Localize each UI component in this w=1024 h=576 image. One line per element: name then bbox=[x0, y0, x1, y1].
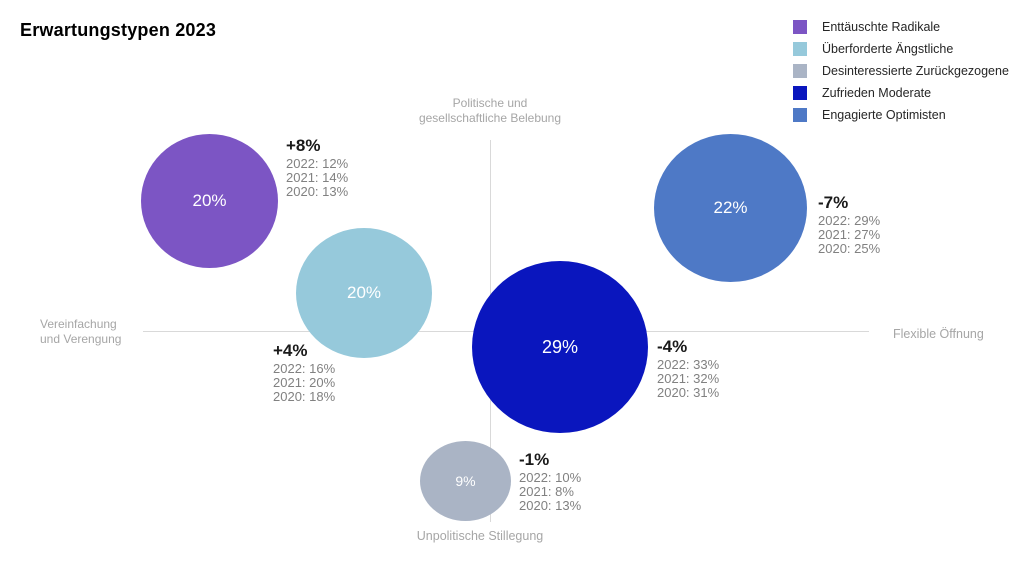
legend-swatch bbox=[793, 108, 807, 122]
legend-swatch bbox=[793, 42, 807, 56]
axis-label-left-line1: Vereinfachung bbox=[40, 317, 117, 331]
annotation-delta: +4% bbox=[273, 341, 308, 360]
annotation-history-line: 2021: 8% bbox=[519, 484, 574, 499]
annotation-ueberforderte-aengstliche: +4% 2022: 16% 2021: 20% 2020: 18% bbox=[273, 340, 335, 404]
annotation-engagierte-optimisten: -7% 2022: 29% 2021: 27% 2020: 25% bbox=[818, 192, 880, 256]
axis-label-top: Politische und gesellschaftliche Belebun… bbox=[390, 96, 590, 126]
annotation-history-line: 2020: 25% bbox=[818, 241, 881, 256]
legend-item-label: Desinteressierte Zurückgezogene bbox=[822, 64, 1009, 78]
bubble-enttaeuschte-radikale: 20% bbox=[141, 134, 278, 268]
legend-swatch bbox=[793, 86, 807, 100]
legend-item-zufrieden-moderate: Zufrieden Moderate bbox=[793, 82, 1015, 104]
annotation-history-line: 2020: 13% bbox=[519, 498, 582, 513]
annotation-history-line: 2020: 31% bbox=[657, 385, 720, 400]
axis-label-left-line2: und Verengung bbox=[40, 332, 122, 346]
legend-item-ueberforderte-aengstliche: Überforderte Ängstliche bbox=[793, 38, 1015, 60]
bubble-zufrieden-moderate: 29% bbox=[472, 261, 648, 433]
annotation-delta: +8% bbox=[286, 136, 321, 155]
bubble-value-label: 20% bbox=[192, 191, 227, 210]
legend-item-engagierte-optimisten: Engagierte Optimisten bbox=[793, 104, 1015, 126]
axis-label-right: Flexible Öffnung bbox=[893, 327, 984, 341]
axis-label-left: Vereinfachung und Verengung bbox=[40, 317, 160, 347]
legend-item-label: Zufrieden Moderate bbox=[822, 86, 932, 100]
axis-label-bottom: Unpolitische Stillegung bbox=[416, 529, 544, 543]
legend-swatch bbox=[793, 20, 807, 34]
annotation-history-line: 2021: 32% bbox=[657, 371, 720, 386]
bubble-value-label: 20% bbox=[346, 283, 382, 302]
annotation-history-line: 2020: 13% bbox=[286, 184, 349, 199]
annotation-delta: -1% bbox=[519, 450, 550, 469]
legend: Enttäuschte Radikale Überforderte Ängstl… bbox=[793, 16, 1015, 126]
legend-item-label: Enttäuschte Radikale bbox=[822, 20, 941, 34]
annotation-history-line: 2022: 10% bbox=[519, 470, 582, 485]
bubble-value-label: 22% bbox=[713, 198, 748, 217]
annotation-history-line: 2022: 29% bbox=[818, 213, 881, 228]
annotation-history-line: 2021: 20% bbox=[273, 375, 336, 390]
annotation-history-line: 2021: 27% bbox=[818, 227, 881, 242]
annotation-delta: -7% bbox=[818, 193, 849, 212]
legend-item-enttaeuschte-radikale: Enttäuschte Radikale bbox=[793, 16, 1015, 38]
axis-label-top-line1: Politische und bbox=[452, 96, 528, 110]
legend-item-label: Überforderte Ängstliche bbox=[822, 42, 954, 56]
legend-swatch bbox=[793, 64, 807, 78]
annotation-enttaeuschte-radikale: +8% 2022: 12% 2021: 14% 2020: 13% bbox=[286, 135, 348, 199]
bubble-engagierte-optimisten: 22% bbox=[654, 134, 807, 282]
annotation-zufrieden-moderate: -4% 2022: 33% 2021: 32% 2020: 31% bbox=[657, 336, 719, 400]
annotation-history-line: 2022: 12% bbox=[286, 156, 349, 171]
annotation-desinteressierte-zurueckgezogene: -1% 2022: 10% 2021: 8% 2020: 13% bbox=[519, 449, 581, 513]
annotation-history-line: 2020: 18% bbox=[273, 389, 336, 404]
axis-label-top-line2: gesellschaftliche Belebung bbox=[418, 111, 562, 125]
annotation-history-line: 2022: 16% bbox=[273, 361, 336, 376]
legend-item-label: Engagierte Optimisten bbox=[822, 108, 946, 122]
bubble-ueberforderte-aengstliche: 20% bbox=[296, 228, 432, 358]
legend-item-desinteressierte-zurueckgezogene: Desinteressierte Zurückgezogene bbox=[793, 60, 1015, 82]
annotation-history-line: 2022: 33% bbox=[657, 357, 720, 372]
chart-title: Erwartungstypen 2023 bbox=[20, 20, 217, 40]
bubble-desinteressierte-zurueckgezogene: 9% bbox=[420, 441, 511, 521]
bubble-value-label: 9% bbox=[455, 473, 476, 489]
bubble-value-label: 29% bbox=[541, 336, 579, 357]
annotation-delta: -4% bbox=[657, 337, 688, 356]
annotation-history-line: 2021: 14% bbox=[286, 170, 349, 185]
